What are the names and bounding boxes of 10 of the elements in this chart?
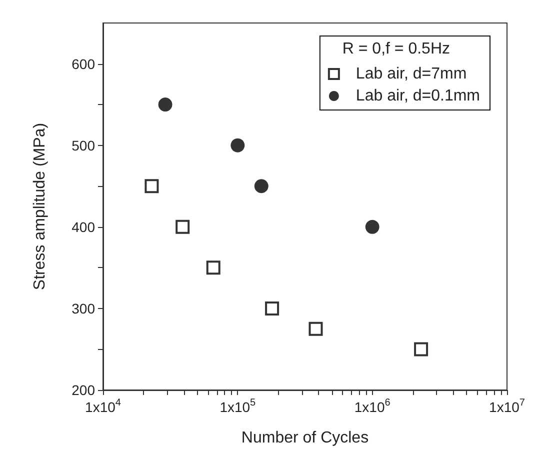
legend-label: Lab air, d=0.1mm <box>356 88 480 104</box>
y-tick-label: 200 <box>72 382 96 398</box>
y-tick-label: 400 <box>72 218 96 235</box>
y-tick-label: 600 <box>72 56 96 72</box>
y-tick-label: 300 <box>72 300 96 316</box>
y-axis-title: Stress amplitude (MPa) <box>32 122 48 290</box>
legend-title: R = 0,f = 0.5Hz <box>342 40 450 58</box>
y-tick-label: 500 <box>72 137 96 154</box>
x-axis-title: Number of Cycles <box>241 430 369 446</box>
legend-label: Lab air, d=7mm <box>356 66 467 82</box>
